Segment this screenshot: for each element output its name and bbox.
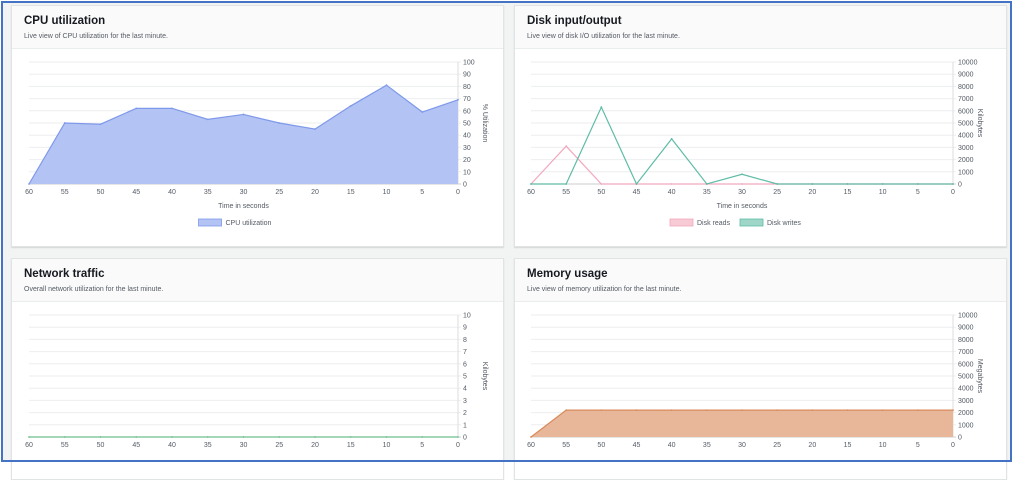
panel-title: Network traffic	[24, 268, 105, 280]
panel-title: CPU utilization	[24, 15, 106, 27]
panel-header: CPU utilization Live view of CPU utiliza…	[12, 6, 503, 49]
panel-subtitle: Live view of disk I/O utilization for th…	[527, 33, 680, 40]
panel-subtitle: Overall network utilization for the last…	[24, 286, 164, 293]
network-panel: Network traffic Overall network utilizat…	[11, 258, 504, 480]
disk-panel: Disk input/output Live view of disk I/O …	[514, 5, 1007, 247]
cpu-panel: CPU utilization Live view of CPU utiliza…	[11, 5, 504, 247]
panel-header: Network traffic Overall network utilizat…	[12, 259, 503, 302]
memory-panel: Memory usage Live view of memory utiliza…	[514, 258, 1007, 480]
panel-header: Disk input/output Live view of disk I/O …	[515, 6, 1006, 49]
panel-subtitle: Live view of memory utilization for the …	[527, 286, 682, 293]
panel-header: Memory usage Live view of memory utiliza…	[515, 259, 1006, 302]
panel-title: Disk input/output	[527, 15, 622, 27]
panel-subtitle: Live view of CPU utilization for the las…	[24, 33, 168, 40]
panel-title: Memory usage	[527, 268, 608, 280]
